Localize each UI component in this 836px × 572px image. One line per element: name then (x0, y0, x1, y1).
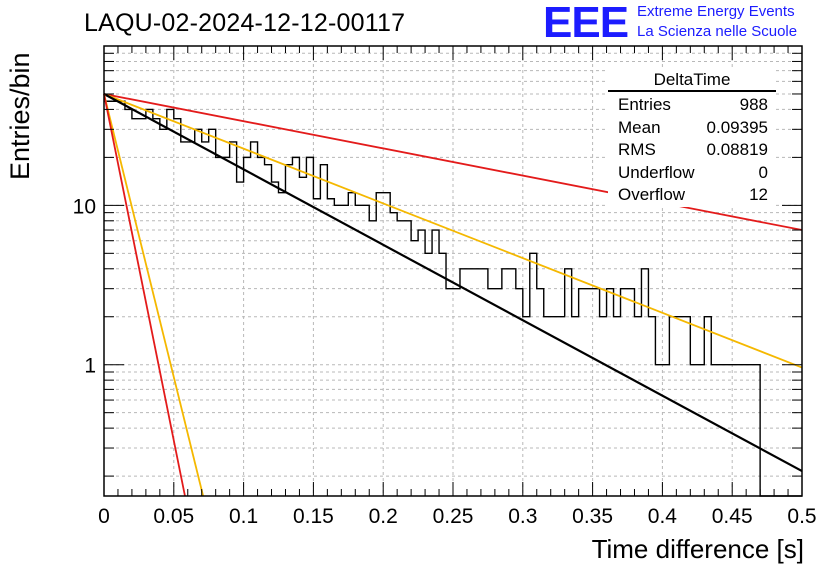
x-tick-label: 0.2 (369, 505, 398, 528)
y-tick-label: 10 (73, 195, 96, 218)
fit-line (103, 93, 186, 497)
stats-label: Underflow (618, 162, 695, 182)
x-tick-label: 0 (98, 505, 110, 528)
x-axis-label: Time difference [s] (591, 534, 804, 564)
stats-label: Entries (618, 95, 671, 114)
stats-label: Overflow (618, 185, 686, 204)
stats-value: 0 (758, 162, 768, 182)
logo-subtitle-line1: Extreme Energy Events (637, 3, 795, 20)
y-axis-label: Entries/bin (5, 52, 35, 180)
axes-ticks-layer: 0 0.05 0.1 0.15 0.2 0.25 0.3 0.35 0.4 0.45 0.5 1 10 (73, 46, 817, 528)
x-tick-label: 0.3 (508, 505, 537, 528)
chart-title: LAQU-02-2024-12-12-00117 (84, 9, 406, 37)
stats-row-underflow: Underflow 0 (608, 162, 776, 185)
eee-logo: EEE (543, 0, 629, 47)
fit-line (103, 93, 803, 369)
grid-layer (104, 46, 802, 496)
stats-label: RMS (618, 140, 656, 159)
stats-value: 0.08819 (706, 140, 768, 159)
x-tick-label: 0.45 (712, 505, 753, 528)
x-tick-label: 0.15 (293, 505, 334, 528)
x-tick-label: 0.35 (572, 505, 613, 528)
stats-box: DeltaTime Entries 988 Mean 0.09395 RMS 0… (608, 70, 776, 207)
stats-row-mean: Mean 0.09395 (608, 117, 776, 140)
fit-line (103, 93, 204, 497)
x-tick-label: 0.25 (433, 505, 474, 528)
stats-value: 988 (739, 95, 768, 114)
logo-subtitle-line2: La Scienza nelle Scuole (637, 23, 798, 40)
stats-row-rms: RMS 0.08819 (608, 139, 776, 162)
stats-title: DeltaTime (608, 70, 776, 92)
x-tick-label: 0.5 (787, 505, 816, 528)
stats-row-entries: Entries 988 (608, 94, 776, 117)
stats-value: 12 (749, 185, 768, 204)
x-tick-label: 0.1 (229, 505, 258, 528)
y-tick-label: 1 (84, 355, 96, 378)
fit-lines-layer (103, 93, 803, 497)
fit-line (103, 93, 803, 473)
fit-line (103, 93, 803, 231)
x-tick-label: 0.4 (648, 505, 678, 528)
stats-row-overflow: Overflow 12 (608, 184, 776, 207)
stats-label: Mean (618, 117, 661, 137)
x-tick-label: 0.05 (153, 505, 194, 528)
stats-value: 0.09395 (706, 117, 768, 137)
